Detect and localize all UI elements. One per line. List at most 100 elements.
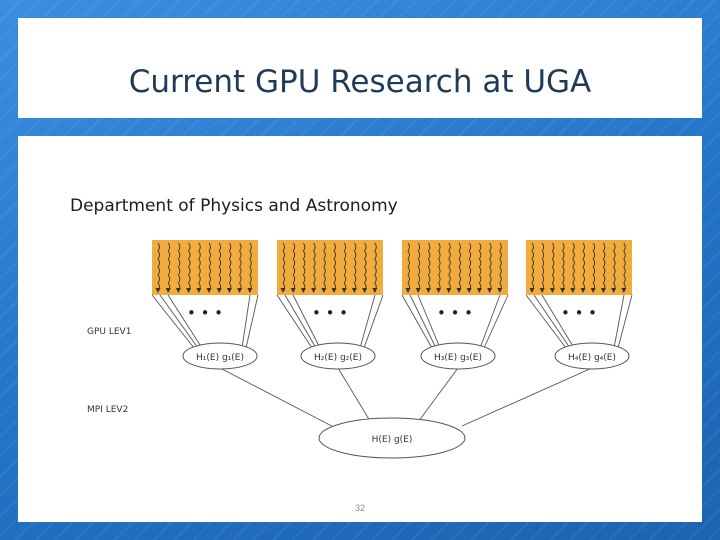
fan-line: [151, 294, 195, 349]
thread-arrow: [321, 288, 327, 293]
thread-line: [188, 242, 191, 292]
thread-arrow: [549, 288, 555, 293]
thread-arrow: [226, 288, 232, 293]
gpu-block: [152, 240, 258, 295]
fan-line: [533, 294, 571, 349]
thread-line: [282, 242, 285, 292]
thread-arrow: [290, 288, 296, 293]
thread-line: [448, 242, 451, 292]
thread-line: [302, 242, 306, 292]
gpu-node-label: H₂(E) g₂(E): [314, 353, 362, 363]
fan-line: [363, 294, 384, 349]
slide-subtitle: Department of Physics and Astronomy: [70, 196, 398, 216]
slide-title: Current GPU Research at UGA: [128, 64, 592, 100]
thread-arrow: [529, 288, 535, 293]
thread-arrow: [300, 288, 306, 293]
thread-line: [623, 242, 626, 292]
thread-arrow: [487, 288, 493, 293]
gpu-block: [526, 240, 632, 295]
thread-line: [417, 242, 421, 292]
gpu-node-label: H₁(E) g₁(E): [196, 353, 244, 363]
ellipsis-dots: • • •: [561, 304, 597, 322]
fan-line: [159, 294, 199, 349]
fan-line: [401, 294, 433, 349]
thread-arrow: [621, 288, 627, 293]
mpi-edge: [219, 367, 333, 427]
mpi-edge: [414, 367, 459, 427]
thread-line: [489, 242, 492, 292]
thread-line: [407, 242, 410, 292]
thread-line: [438, 242, 441, 292]
thread-line: [582, 242, 585, 292]
thread-line: [613, 242, 616, 292]
thread-line: [468, 242, 472, 292]
thread-line: [458, 242, 461, 292]
root-node-label: H(E) g(E): [372, 435, 413, 445]
level-label: MPI LEV2: [87, 405, 128, 415]
thread-line: [562, 242, 565, 292]
thread-arrow: [165, 288, 171, 293]
thread-arrow: [280, 288, 286, 293]
thread-line: [228, 242, 232, 292]
fan-line: [241, 294, 251, 349]
root-node-group: H(E) g(E): [318, 417, 466, 459]
fan-line: [479, 294, 501, 349]
thread-arrow: [600, 288, 606, 293]
content-panel: [18, 136, 702, 522]
thread-line: [239, 242, 242, 292]
thread-line: [531, 242, 534, 292]
ellipsis-group: • • • • • • • • • • • •: [187, 304, 597, 322]
thread-arrow: [341, 288, 347, 293]
level-labels: GPU LEV1 MPI LEV2: [87, 327, 131, 415]
thread-arrow: [466, 288, 472, 293]
thread-arrow: [175, 288, 181, 293]
thread-arrow: [372, 288, 378, 293]
thread-arrow: [216, 288, 222, 293]
thread-line: [478, 242, 482, 292]
fan-line: [245, 294, 259, 349]
thread-line: [427, 242, 431, 292]
gpu-node-label: H₄(E) g₄(E): [568, 353, 616, 363]
thread-arrow: [446, 288, 452, 293]
ellipsis-dots: • • •: [187, 304, 223, 322]
fan-line: [276, 294, 313, 349]
gpu-blocks: [152, 240, 632, 295]
fan-line: [292, 294, 321, 349]
fan-line: [167, 294, 203, 349]
thread-line: [313, 242, 316, 292]
thread-line: [499, 242, 502, 292]
fan-line: [617, 294, 633, 349]
mpi-edges: [219, 367, 593, 427]
thread-arrow: [590, 288, 596, 293]
thread-arrow: [362, 288, 368, 293]
mpi-edge: [461, 367, 593, 427]
thread-line: [592, 242, 596, 292]
gpu-node: [554, 342, 630, 370]
gpu-block: [277, 240, 383, 295]
thread-line: [333, 242, 336, 292]
page-number: 32: [354, 503, 365, 513]
thread-arrow: [237, 288, 243, 293]
thread-line: [541, 242, 545, 292]
thread-line: [218, 242, 222, 292]
thread-arrow: [497, 288, 503, 293]
thread-arrow: [611, 288, 617, 293]
thread-line: [572, 242, 575, 292]
ellipsis-dots: • • •: [437, 304, 473, 322]
thread-arrow: [425, 288, 431, 293]
thread-line: [551, 242, 555, 292]
gpu-nodes: H₁(E) g₁(E) H₂(E) g₂(E) H₃(E) g₃(E) H₄(E) g…: [182, 342, 630, 370]
fan-line: [483, 294, 509, 349]
thread-arrow: [311, 288, 317, 293]
fan-line: [613, 294, 625, 349]
thread-arrow: [196, 288, 202, 293]
thread-arrow: [155, 288, 161, 293]
fan-line: [359, 294, 376, 349]
fan-line: [284, 294, 317, 349]
thread-line: [177, 242, 181, 292]
thread-arrow: [415, 288, 421, 293]
thread-line: [198, 242, 201, 292]
gpu-node: [300, 342, 376, 370]
thread-arrow: [247, 288, 253, 293]
thread-line: [249, 242, 252, 292]
